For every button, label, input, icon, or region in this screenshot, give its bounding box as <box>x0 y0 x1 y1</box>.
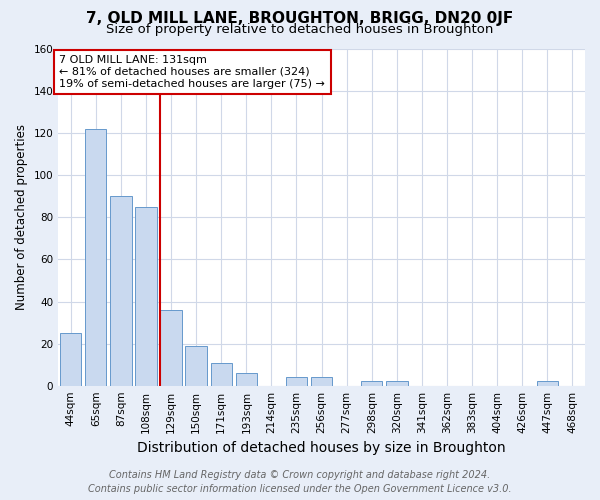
Bar <box>160 310 182 386</box>
Bar <box>60 333 82 386</box>
Bar <box>185 346 207 386</box>
Text: Contains HM Land Registry data © Crown copyright and database right 2024.
Contai: Contains HM Land Registry data © Crown c… <box>88 470 512 494</box>
Bar <box>311 378 332 386</box>
X-axis label: Distribution of detached houses by size in Broughton: Distribution of detached houses by size … <box>137 441 506 455</box>
Bar <box>537 382 558 386</box>
Bar <box>110 196 131 386</box>
Bar <box>211 362 232 386</box>
Bar <box>286 378 307 386</box>
Bar <box>361 382 382 386</box>
Bar <box>386 382 407 386</box>
Text: 7 OLD MILL LANE: 131sqm
← 81% of detached houses are smaller (324)
19% of semi-d: 7 OLD MILL LANE: 131sqm ← 81% of detache… <box>59 56 325 88</box>
Text: 7, OLD MILL LANE, BROUGHTON, BRIGG, DN20 0JF: 7, OLD MILL LANE, BROUGHTON, BRIGG, DN20… <box>86 11 514 26</box>
Bar <box>136 207 157 386</box>
Text: Size of property relative to detached houses in Broughton: Size of property relative to detached ho… <box>106 24 494 36</box>
Bar <box>236 373 257 386</box>
Bar <box>85 129 106 386</box>
Y-axis label: Number of detached properties: Number of detached properties <box>15 124 28 310</box>
